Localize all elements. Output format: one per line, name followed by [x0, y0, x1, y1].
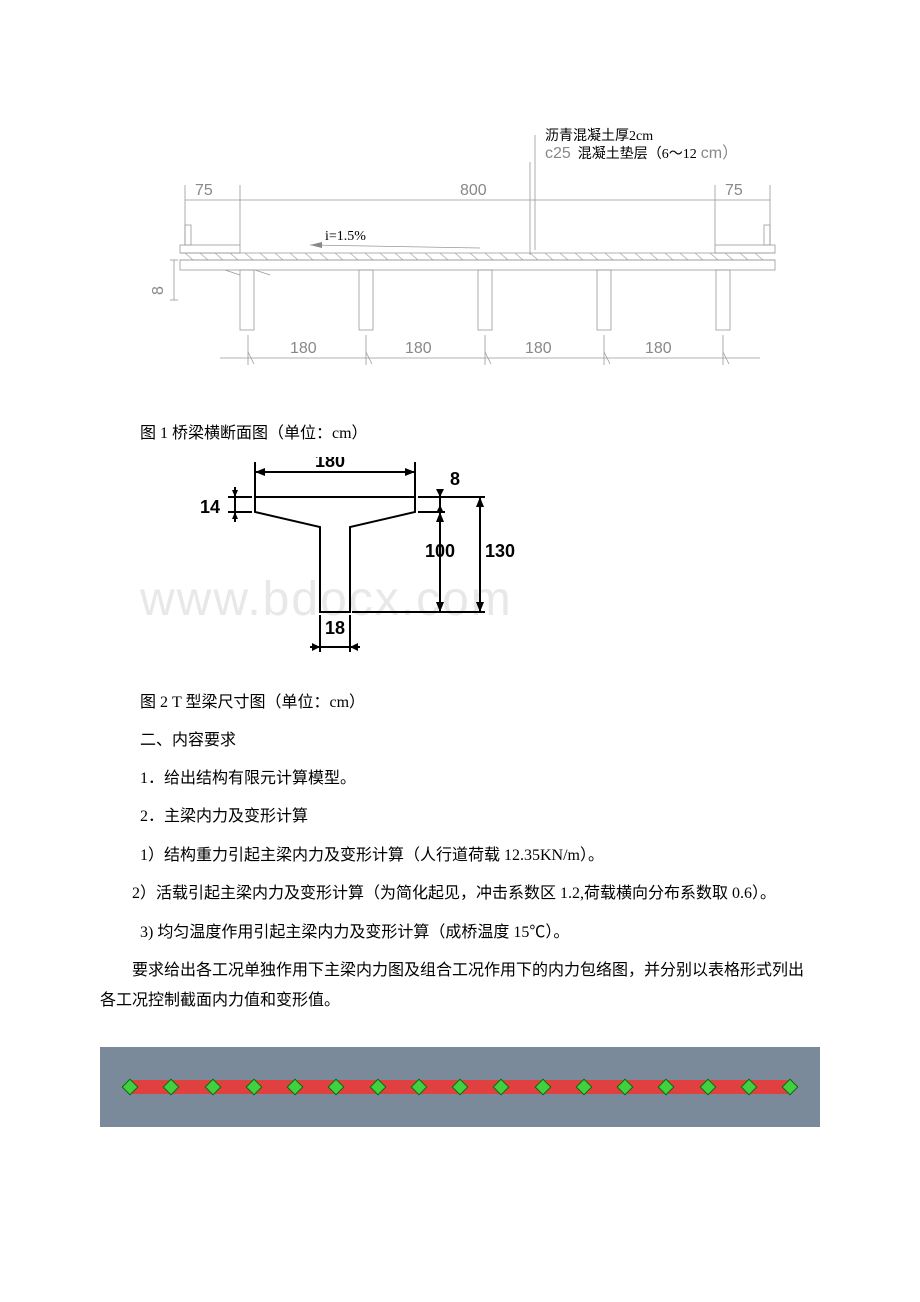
dim-left-75: 75	[195, 182, 213, 199]
item-2-2: 2）活载引起主梁内力及变形计算（为简化起见，冲击系数区 1.2,荷载横向分布系数…	[100, 879, 820, 909]
t-beam-3	[478, 270, 492, 330]
item-1: 1．给出结构有限元计算模型。	[140, 764, 820, 794]
t-beam-4	[597, 270, 611, 330]
caption-figure-2: 图 2 T 型梁尺寸图（单位：cm）	[140, 689, 820, 718]
dim-8-top: 8	[450, 469, 460, 489]
dim-span-1: 180	[290, 340, 317, 357]
t-beam-1	[225, 270, 270, 330]
dim-span-2: 180	[405, 340, 432, 357]
fe-model-strip	[130, 1080, 790, 1094]
dim-180: 180	[315, 457, 345, 471]
section-2-title: 二、内容要求	[140, 726, 820, 756]
dim-800: 800	[460, 182, 487, 199]
annotation-concrete: c25 混凝土垫层（6～12 cm）	[545, 144, 738, 162]
item-2: 2．主梁内力及变形计算	[140, 802, 820, 832]
dim-8: 8	[150, 286, 167, 295]
t-beam-5	[716, 270, 730, 330]
item-2-3: 3) 均匀温度作用引起主梁内力及变形计算（成桥温度 15℃）。	[140, 918, 820, 948]
fe-model-bar	[100, 1047, 820, 1127]
item-2-1: 1）结构重力引起主梁内力及变形计算（人行道荷载 12.35KN/m）。	[140, 841, 820, 871]
figure-2-t-beam: www.bdocx.com 180 14 8	[140, 457, 500, 677]
dim-130: 130	[485, 541, 515, 561]
dim-span-3: 180	[525, 340, 552, 357]
caption-figure-1: 图 1 桥梁横断面图（单位：cm）	[140, 420, 820, 449]
slope-label: i=1.5%	[325, 229, 366, 244]
dim-span-4: 180	[645, 340, 672, 357]
dim-14: 14	[200, 497, 220, 517]
requirement: 要求给出各工况单独作用下主梁内力图及组合工况作用下的内力包络图，并分别以表格形式…	[100, 956, 820, 1017]
figure-1-bridge-cross-section: 沥青混凝土厚2cm c25 混凝土垫层（6～12 cm） 800 75 75	[100, 100, 820, 400]
dim-right-75: 75	[725, 182, 743, 199]
annotation-asphalt: 沥青混凝土厚2cm	[545, 128, 653, 144]
t-beam-2	[359, 270, 373, 330]
dim-100: 100	[425, 541, 455, 561]
dim-18: 18	[325, 618, 345, 638]
